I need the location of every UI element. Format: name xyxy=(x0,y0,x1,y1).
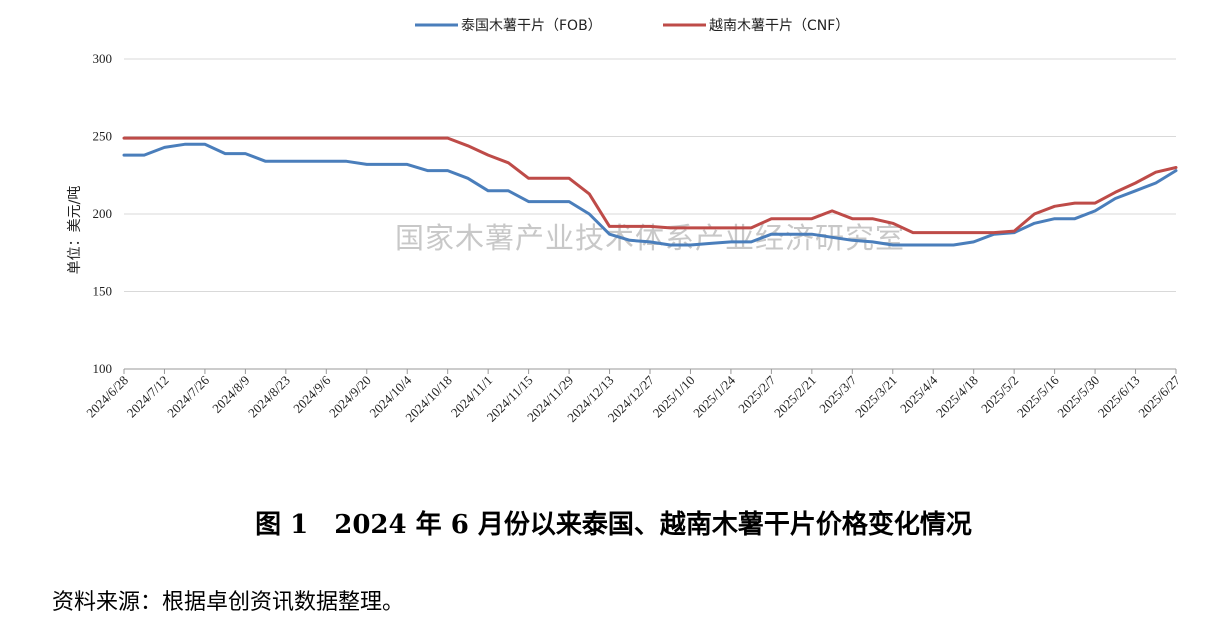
y-axis-label: 单位：美元/吨 xyxy=(67,186,83,275)
x-tick-label: 2025/1/10 xyxy=(650,373,698,421)
series-line-thailand xyxy=(122,142,1178,247)
x-tick-label: 2024/6/28 xyxy=(83,373,131,421)
y-tick-label: 300 xyxy=(93,51,113,66)
y-tick-label: 200 xyxy=(93,206,113,221)
y-tick-label: 100 xyxy=(93,361,113,376)
figure-caption: 图 1 2024 年 6 月份以来泰国、越南木薯干片价格变化情况 xyxy=(255,510,972,540)
x-tick-label: 2025/3/21 xyxy=(852,373,900,421)
x-tick-label: 2025/6/13 xyxy=(1095,373,1143,421)
price-line-chart: 100 150 200 250 300 2024/6/282024/7/122024/7… xyxy=(67,18,1183,425)
x-tick-label: 2024/7/12 xyxy=(124,373,172,421)
x-tick-label: 2024/8/23 xyxy=(245,373,293,421)
data-source-note: 资料来源：根据卓创资讯数据整理。 xyxy=(52,590,405,615)
y-tick-label: 150 xyxy=(93,284,113,299)
x-tick-label: 2025/6/27 xyxy=(1135,372,1183,420)
x-tick-label: 2025/5/30 xyxy=(1054,373,1102,421)
x-tick-label: 2025/4/18 xyxy=(933,373,981,421)
x-tick-label: 2024/9/20 xyxy=(326,373,374,421)
y-axis-ticks: 100 150 200 250 300 xyxy=(93,51,113,376)
legend-label-vietnam: 越南木薯干片（CNF） xyxy=(709,18,849,34)
series-line-vietnam xyxy=(122,136,1178,235)
gridlines xyxy=(124,58,1176,292)
legend-label-thailand: 泰国木薯干片（FOB） xyxy=(461,18,602,34)
x-tick-label: 2025/1/24 xyxy=(690,372,738,420)
x-tick-label: 2025/2/21 xyxy=(771,373,819,421)
series-lines xyxy=(122,136,1178,247)
x-axis-ticks: 2024/6/282024/7/122024/7/262024/8/92024/… xyxy=(83,369,1183,425)
x-tick-label: 2024/7/26 xyxy=(164,372,212,420)
legend: 泰国木薯干片（FOB） 越南木薯干片（CNF） xyxy=(415,18,849,34)
x-tick-label: 2025/5/16 xyxy=(1014,372,1062,420)
y-tick-label: 250 xyxy=(93,129,113,144)
